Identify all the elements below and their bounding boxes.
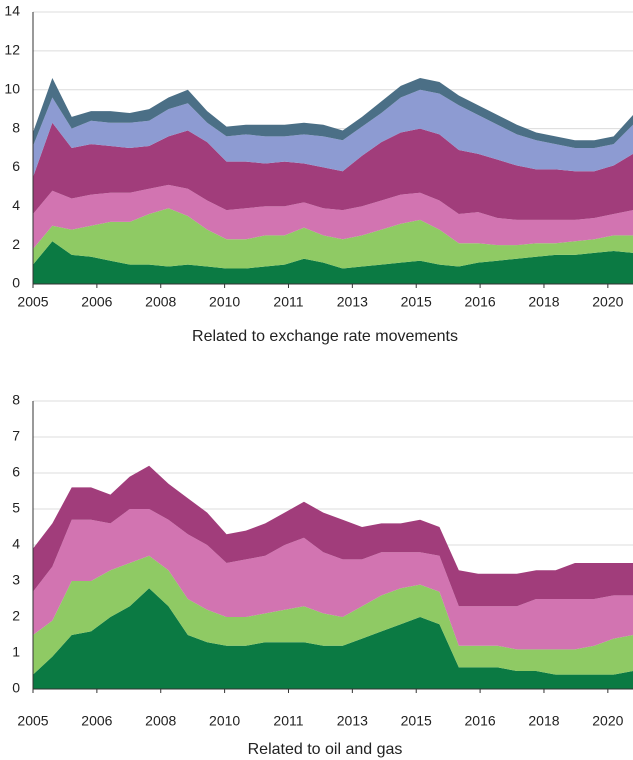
y-tick-label: 4 <box>12 536 20 552</box>
x-tick-label: 2020 <box>592 713 623 729</box>
x-tick-label: 2015 <box>401 294 432 310</box>
x-tick-label: 2006 <box>81 713 112 729</box>
x-tick-label: 2008 <box>145 713 176 729</box>
x-tick-label: 2015 <box>401 713 432 729</box>
y-tick-label: 2 <box>12 608 20 624</box>
x-tick-label: 2008 <box>145 294 176 310</box>
chart: 0 1 2 3 4 5 6 7 8 2005 2006 2008 2010 2011 2013 2015 201… <box>12 392 633 758</box>
area <box>33 89 633 178</box>
y-tick-label: 12 <box>4 42 20 58</box>
y-tick-label: 4 <box>12 197 20 213</box>
area <box>33 208 633 269</box>
x-tick-label: 2006 <box>81 294 112 310</box>
area <box>33 465 633 607</box>
x-tick-label: 2005 <box>17 713 48 729</box>
x-tick-label: 2016 <box>465 713 496 729</box>
x-tick-label: 2011 <box>273 713 303 729</box>
axis-title: Related to exchange rate movements <box>192 328 458 345</box>
area <box>33 555 633 675</box>
x-tick-label: 2011 <box>273 294 303 310</box>
y-tick-label: 14 <box>4 3 20 19</box>
area <box>33 78 633 148</box>
y-tick-label: 10 <box>4 80 20 96</box>
chart: 0 2 4 6 8 10 12 14 2005 2006 2008 2010 2011 2013 2015 2… <box>4 3 633 345</box>
y-tick-label: 5 <box>12 500 20 516</box>
y-tick-label: 6 <box>12 464 20 480</box>
area <box>33 241 633 284</box>
x-tick-label: 2013 <box>337 294 368 310</box>
area <box>33 122 633 220</box>
area <box>33 509 633 650</box>
y-tick-label: 6 <box>12 158 20 174</box>
area <box>33 588 633 689</box>
y-tick-label: 2 <box>12 236 20 252</box>
area <box>33 184 633 250</box>
y-tick-label: 0 <box>12 680 20 696</box>
x-tick-label: 2005 <box>17 294 48 310</box>
x-tick-label: 2010 <box>209 294 240 310</box>
x-tick-label: 2018 <box>528 713 559 729</box>
axis-title: Related to oil and gas <box>248 741 403 758</box>
y-tick-label: 3 <box>12 572 20 588</box>
y-tick-label: 0 <box>12 275 20 291</box>
y-tick-label: 7 <box>12 428 20 444</box>
x-tick-label: 2020 <box>592 294 623 310</box>
x-tick-label: 2016 <box>465 294 496 310</box>
x-tick-label: 2013 <box>337 713 368 729</box>
x-tick-label: 2010 <box>209 713 240 729</box>
x-tick-label: 2018 <box>528 294 559 310</box>
y-tick-label: 8 <box>12 392 20 408</box>
y-tick-label: 1 <box>12 644 20 660</box>
y-tick-label: 8 <box>12 119 20 135</box>
